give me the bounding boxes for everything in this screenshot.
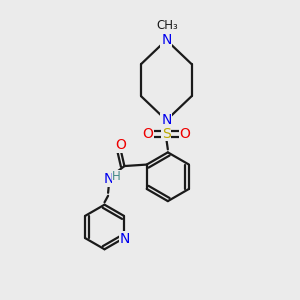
Text: O: O [142,127,153,141]
Text: O: O [116,138,126,152]
Text: N: N [161,113,172,127]
Text: CH₃: CH₃ [156,19,178,32]
Text: H: H [112,170,121,183]
Text: N: N [161,33,172,47]
Text: N: N [103,172,114,186]
Text: O: O [179,127,190,141]
Text: N: N [120,232,130,246]
Text: S: S [162,127,171,141]
